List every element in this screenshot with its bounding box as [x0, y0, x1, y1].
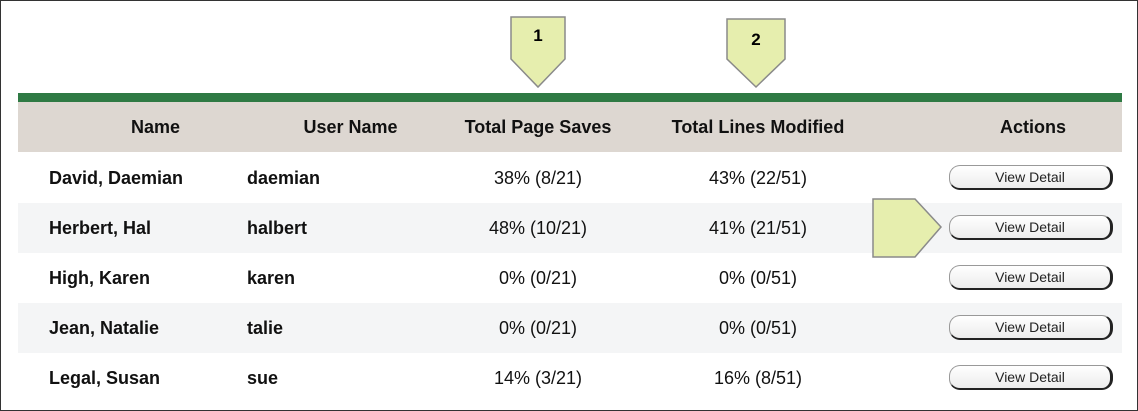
- callout-label: 1: [533, 26, 542, 45]
- view-detail-button[interactable]: View Detail: [949, 165, 1113, 190]
- table-row: Legal, Susan sue 14% (3/21) 16% (8/51) View …: [18, 353, 1122, 403]
- table-cell: 0% (0/21): [498, 318, 578, 338]
- table-cell: 41% (21/51): [708, 218, 808, 238]
- table-cell: High, Karen: [49, 268, 151, 288]
- table-cell: 0% (0/51): [718, 318, 798, 338]
- table-cell: Legal, Susan: [49, 368, 161, 388]
- table-cell: 14% (3/21): [493, 368, 583, 388]
- column-header: Total Page Saves: [464, 117, 612, 137]
- callout-label: 2: [751, 30, 760, 49]
- column-header: Total Lines Modified: [671, 117, 845, 137]
- table-row: High, Karen karen 0% (0/21) 0% (0/51) View D…: [18, 253, 1122, 303]
- table-cell: 0% (0/51): [718, 268, 798, 288]
- table-cell: 16% (8/51): [713, 368, 803, 388]
- table-cell: Herbert, Hal: [49, 218, 152, 238]
- view-detail-button[interactable]: View Detail: [949, 265, 1113, 290]
- table-cell: karen: [247, 268, 296, 288]
- table-cell: 43% (22/51): [708, 168, 808, 188]
- table-cell: 38% (8/21): [493, 168, 583, 188]
- view-detail-button[interactable]: View Detail: [949, 365, 1113, 390]
- column-header: Name: [130, 117, 181, 137]
- table-row: Jean, Natalie talie 0% (0/21) 0% (0/51) View…: [18, 303, 1122, 353]
- table-cell: halbert: [247, 218, 308, 238]
- table-cell: 0% (0/21): [498, 268, 578, 288]
- view-detail-button[interactable]: View Detail: [949, 315, 1113, 340]
- callout: [872, 198, 943, 258]
- table-row: David, Daemian daemian 38% (8/21) 43% (22/5…: [18, 153, 1122, 203]
- table-cell: David, Daemian: [49, 168, 184, 188]
- table-cell: talie: [247, 318, 284, 338]
- column-header: User Name: [303, 117, 398, 137]
- table-cell: 48% (10/21): [488, 218, 588, 238]
- callout: 1: [510, 16, 566, 89]
- callout: 2: [726, 18, 786, 89]
- view-detail-button[interactable]: View Detail: [949, 215, 1113, 240]
- column-header: Actions: [999, 117, 1066, 137]
- table-cell: sue: [247, 368, 279, 388]
- table-cell: daemian: [247, 168, 321, 188]
- header-stripe: [18, 93, 1122, 102]
- table-row: Herbert, Hal halbert 48% (10/21) 41% (21/51…: [18, 203, 1122, 253]
- header-row: Name User Name Total Page Saves Total Lines…: [18, 102, 1122, 152]
- table-cell: Jean, Natalie: [49, 318, 160, 338]
